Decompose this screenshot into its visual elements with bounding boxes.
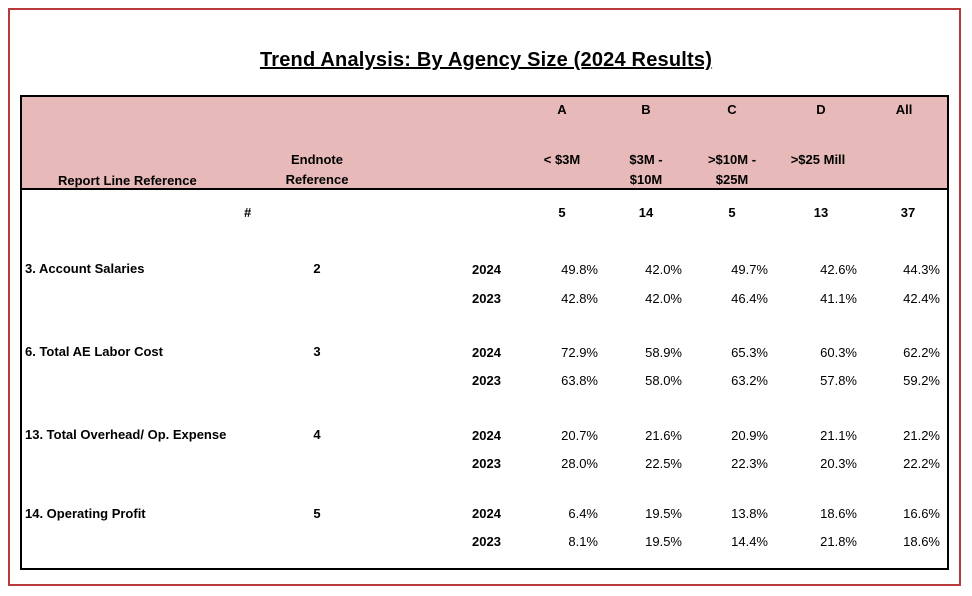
cell-value: 22.3% bbox=[731, 456, 768, 471]
cell-value: 18.6% bbox=[903, 534, 940, 549]
cell-value: 46.4% bbox=[731, 291, 768, 306]
count-c: 5 bbox=[728, 205, 736, 220]
col-b-line2: $10M bbox=[629, 172, 663, 187]
row-label-account-salaries: 3. Account Salaries bbox=[25, 261, 145, 276]
row-label-total-ae-labor-cost: 6. Total AE Labor Cost bbox=[25, 344, 163, 359]
cell-value: 28.0% bbox=[561, 456, 598, 471]
row-year: 2024 bbox=[472, 506, 501, 521]
header-report-line-reference: Report Line Reference bbox=[58, 173, 197, 188]
cell-value: 22.5% bbox=[645, 456, 682, 471]
cell-value: 44.3% bbox=[903, 262, 940, 277]
row-year: 2024 bbox=[472, 262, 501, 277]
cell-value: 42.8% bbox=[561, 291, 598, 306]
cell-value: 20.7% bbox=[561, 428, 598, 443]
cell-value: 16.6% bbox=[903, 506, 940, 521]
cell-value: 14.4% bbox=[731, 534, 768, 549]
cell-value: 62.2% bbox=[903, 345, 940, 360]
trend-table: Report Line Reference Endnote Reference … bbox=[20, 95, 949, 570]
col-b-letter: B bbox=[641, 102, 651, 117]
row-year: 2023 bbox=[472, 456, 501, 471]
col-a-line1: < $3M bbox=[543, 152, 581, 167]
col-a-letter: A bbox=[557, 102, 567, 117]
cell-value: 41.1% bbox=[820, 291, 857, 306]
row-year: 2024 bbox=[472, 428, 501, 443]
col-b-line1: $3M - bbox=[629, 152, 663, 167]
col-c-letter: C bbox=[727, 102, 737, 117]
count-row-label: # bbox=[244, 205, 252, 220]
row-endnote: 3 bbox=[313, 344, 321, 359]
cell-value: 19.5% bbox=[645, 506, 682, 521]
cell-value: 58.0% bbox=[645, 373, 682, 388]
cell-value: 20.3% bbox=[820, 456, 857, 471]
count-b: 14 bbox=[638, 205, 654, 220]
row-year: 2024 bbox=[472, 345, 501, 360]
cell-value: 21.1% bbox=[820, 428, 857, 443]
cell-value: 19.5% bbox=[645, 534, 682, 549]
row-year: 2023 bbox=[472, 534, 501, 549]
header-endnote-line1: Endnote bbox=[291, 152, 343, 167]
cell-value: 42.0% bbox=[645, 291, 682, 306]
cell-value: 72.9% bbox=[561, 345, 598, 360]
outer-frame bbox=[8, 8, 961, 586]
cell-value: 59.2% bbox=[903, 373, 940, 388]
cell-value: 57.8% bbox=[820, 373, 857, 388]
cell-value: 42.0% bbox=[645, 262, 682, 277]
cell-value: 42.4% bbox=[903, 291, 940, 306]
row-endnote: 4 bbox=[313, 427, 321, 442]
row-endnote: 2 bbox=[313, 261, 321, 276]
count-a: 5 bbox=[558, 205, 566, 220]
count-d: 13 bbox=[813, 205, 829, 220]
cell-value: 20.9% bbox=[731, 428, 768, 443]
col-d-line1: >$25 Mill bbox=[790, 152, 846, 167]
row-year: 2023 bbox=[472, 373, 501, 388]
row-year: 2023 bbox=[472, 291, 501, 306]
page-title: Trend Analysis: By Agency Size (2024 Res… bbox=[259, 49, 713, 71]
row-label-operating-profit: 14. Operating Profit bbox=[25, 506, 146, 521]
cell-value: 6.4% bbox=[568, 506, 598, 521]
col-all-letter: All bbox=[895, 102, 913, 117]
cell-value: 21.6% bbox=[645, 428, 682, 443]
cell-value: 42.6% bbox=[820, 262, 857, 277]
cell-value: 18.6% bbox=[820, 506, 857, 521]
cell-value: 63.2% bbox=[731, 373, 768, 388]
col-d-letter: D bbox=[816, 102, 826, 117]
cell-value: 49.7% bbox=[731, 262, 768, 277]
cell-value: 58.9% bbox=[645, 345, 682, 360]
cell-value: 63.8% bbox=[561, 373, 598, 388]
cell-value: 60.3% bbox=[820, 345, 857, 360]
cell-value: 13.8% bbox=[731, 506, 768, 521]
cell-value: 21.2% bbox=[903, 428, 940, 443]
cell-value: 22.2% bbox=[903, 456, 940, 471]
table-header bbox=[22, 97, 947, 190]
cell-value: 49.8% bbox=[561, 262, 598, 277]
cell-value: 8.1% bbox=[568, 534, 598, 549]
cell-value: 21.8% bbox=[820, 534, 857, 549]
row-label-total-overhead: 13. Total Overhead/ Op. Expense bbox=[25, 427, 227, 442]
row-endnote: 5 bbox=[313, 506, 321, 521]
count-all: 37 bbox=[900, 205, 916, 220]
cell-value: 65.3% bbox=[731, 345, 768, 360]
col-c-line1: >$10M - bbox=[707, 152, 757, 167]
col-c-line2: $25M bbox=[715, 172, 749, 187]
header-endnote-line2: Reference bbox=[285, 172, 349, 187]
